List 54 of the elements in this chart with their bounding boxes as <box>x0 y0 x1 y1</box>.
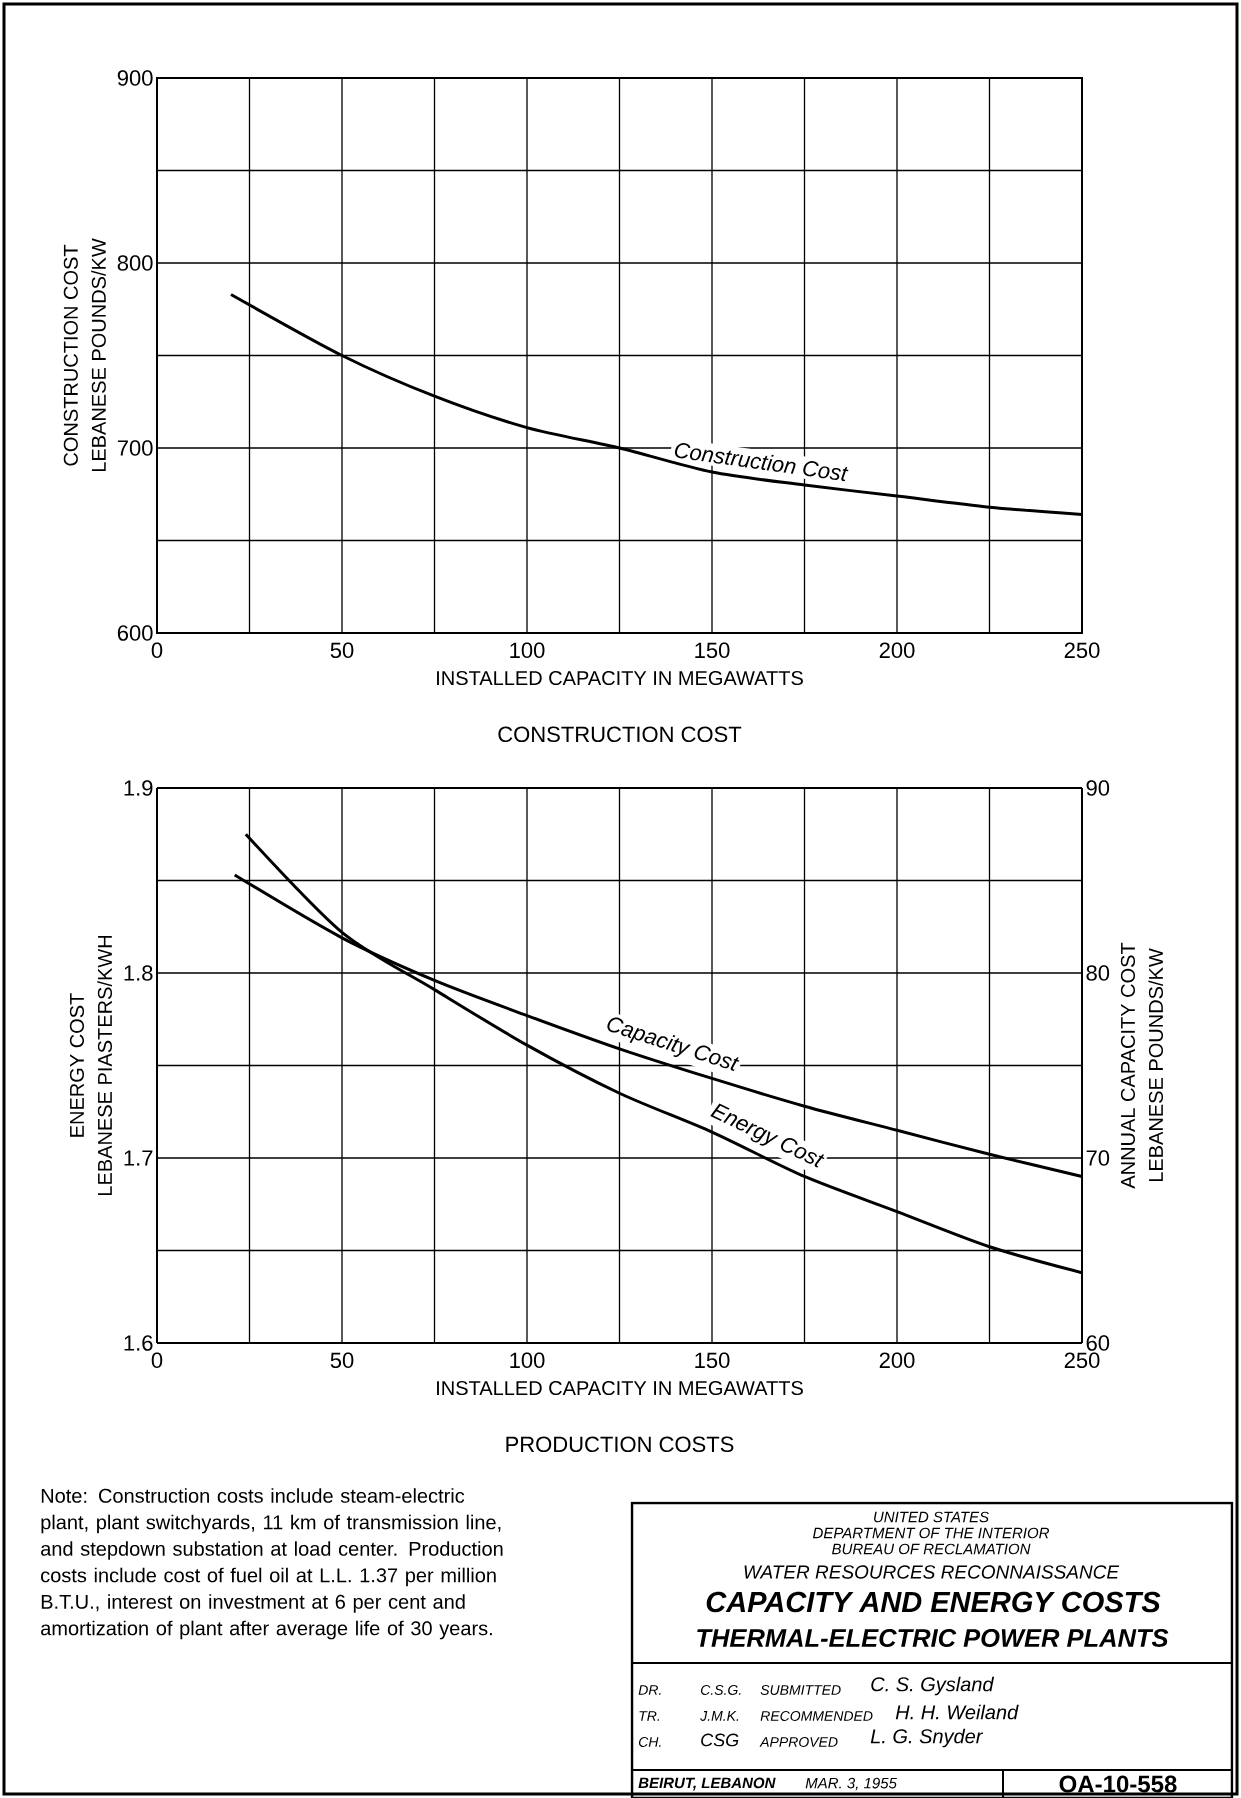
text: J.M.K. <box>700 1711 739 1721</box>
text: RECOMMENDED <box>760 1711 873 1721</box>
x-axis-title: INSTALLED CAPACITY IN MEGAWATTS <box>437 670 803 686</box>
x-axis-title: INSTALLED CAPACITY IN MEGAWATTS <box>437 1380 803 1396</box>
text: SUBMITTED <box>760 1685 841 1695</box>
y-tick-label: 1.8 <box>124 965 153 981</box>
x-tick-label: 150 <box>695 642 730 659</box>
x-tick-label: 100 <box>510 1352 545 1369</box>
text: OA-10-558 <box>1059 1775 1177 1793</box>
x-tick-label: 0 <box>151 642 163 659</box>
text: H. H. Weiland <box>895 1704 1019 1720</box>
text: BEIRUT, LEBANON <box>638 1777 776 1791</box>
text: C.S.G. <box>700 1685 741 1695</box>
x-tick-label: 50 <box>330 1352 354 1369</box>
y-tick-label: 800 <box>117 255 153 271</box>
y2-tick-label: 70 <box>1086 1150 1110 1166</box>
x-tick-label: 250 <box>1064 642 1100 659</box>
text: MAR. 3, 1955 <box>805 1777 897 1791</box>
y-tick-label: 1.6 <box>124 1335 153 1351</box>
x-tick-label: 200 <box>879 642 915 659</box>
x-tick-label: 150 <box>695 1352 730 1369</box>
y-tick-label: 1.7 <box>124 1150 153 1166</box>
x-tick-label: 200 <box>879 1352 915 1369</box>
y2-tick-label: 60 <box>1086 1335 1110 1351</box>
x-tick-label: 100 <box>510 642 545 659</box>
text: Construction Cost <box>674 443 849 482</box>
text: CH. <box>638 1737 661 1747</box>
text: WATER RESOURCES RECONNAISSANCE <box>744 1565 1120 1579</box>
text: L. G. Snyder <box>870 1728 984 1748</box>
y-axis-title: ENERGY COST LEBANESE PIASTERS/KWH <box>69 935 113 1195</box>
text: APPROVED <box>759 1737 838 1747</box>
y-tick-label: 700 <box>117 440 153 456</box>
text: DEPARTMENT OF THE INTERIOR <box>812 1527 1050 1539</box>
text: BUREAU OF RECLAMATION <box>832 1543 1031 1555</box>
y-axis-title: CONSTRUCTION COST LEBANESE POUNDS/KW <box>63 238 106 472</box>
y2-axis-title: ANNUAL CAPACITY COST LEBANESE POUNDS/KW <box>1120 942 1164 1189</box>
text: CAPACITY AND ENERGY COSTS <box>706 1591 1161 1613</box>
x-tick-label: 250 <box>1064 1352 1100 1369</box>
text: PRODUCTION COSTS <box>506 1436 734 1453</box>
y-tick-label: 600 <box>117 625 153 641</box>
text: CSG <box>701 1733 739 1747</box>
x-tick-label: 50 <box>330 642 354 659</box>
text: UNITED STATES <box>874 1511 989 1523</box>
y-tick-label: 900 <box>117 70 153 86</box>
text: TR. <box>639 1711 660 1721</box>
y2-tick-label: 80 <box>1086 965 1110 981</box>
y-tick-label: 1.9 <box>124 780 153 796</box>
x-tick-label: 0 <box>151 1352 163 1369</box>
text: Note: Construction costs include steam-electric plant, plant switchyards, 11 km of transmission line, and stepdown substation at load center. Production costs include cost of fuel oil at L.L. 1.37 per million B.T.U., interest on investment at 6 per cent and amortization of plant after average life of 30 years. <box>41 1488 503 1640</box>
text: C. S. Gysland <box>871 1676 995 1696</box>
text: CONSTRUCTION COST <box>498 726 742 743</box>
text: THERMAL-ELECTRIC POWER PLANTS <box>697 1628 1169 1648</box>
text: DR. <box>638 1685 661 1695</box>
y2-tick-label: 90 <box>1086 780 1110 796</box>
